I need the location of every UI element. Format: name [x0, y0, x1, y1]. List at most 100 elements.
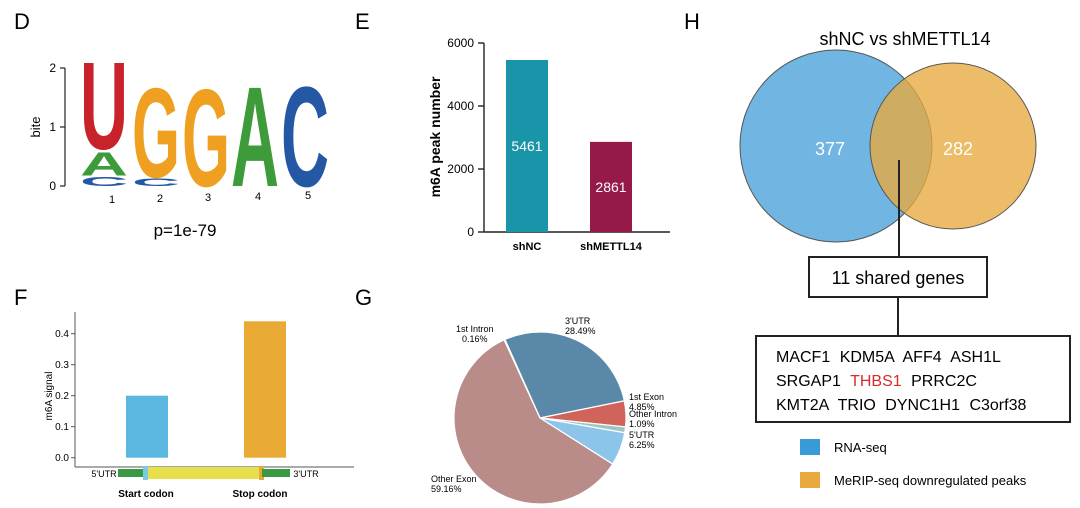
logo-letter-c: C [80, 174, 128, 189]
gene-name: KDM5A [840, 349, 895, 366]
panel-d-letter: D [14, 9, 30, 34]
pie-label-pct: 28.49% [565, 326, 596, 336]
gene-name-highlighted: THBS1 [850, 373, 902, 390]
gene-name: C3orf38 [969, 397, 1026, 414]
legend-swatch-merip-seq [800, 472, 820, 488]
e-y-axis-label: m6A peak number [427, 76, 443, 197]
logo-x-tick-label: 3 [205, 192, 211, 204]
logo-letter-a: A [80, 147, 128, 183]
venn-left-count: 377 [815, 139, 845, 159]
e-y-tick-label: 0 [467, 225, 474, 239]
f-y-tick-label: 0.2 [55, 391, 69, 402]
gene-name: AFF4 [903, 349, 942, 366]
e-y-ticks: 0 2000 4000 6000 [447, 36, 484, 239]
logo-letter-u: U [80, 38, 128, 176]
pie-slice-other-exon [453, 339, 614, 505]
pie-chart [453, 331, 627, 505]
gene-5utr-segment [118, 469, 146, 477]
logo-y-tick-label: 1 [49, 120, 56, 134]
pie-label-other-exon: Other Exon 59.16% [431, 474, 477, 494]
gene-list-box [755, 335, 1071, 423]
e-y-tick-label: 6000 [447, 36, 474, 50]
gene-name: TRIO [838, 397, 876, 414]
logo-letter-g: G [182, 61, 230, 216]
gene-name: PRRC2C [911, 373, 977, 390]
stop-codon-marker [259, 466, 264, 480]
gene-list-line-3: KMT2A TRIO DYNC1H1 C3orf38 [776, 397, 1026, 414]
pie-label-name: 3'UTR [565, 316, 591, 326]
panel-g-pie-chart: G 3'UTR 28.49% 1st Intron 0.16% 1st Exon… [355, 285, 677, 505]
logo-x-tick-label: 5 [305, 190, 311, 202]
pie-label-1st-intron: 1st Intron 0.16% [456, 324, 494, 344]
pie-slice-1st-intron [503, 338, 541, 419]
f-y-ticks: 0.0 0.1 0.2 0.3 0.4 [55, 329, 75, 464]
e-bars: 5461 shNC 2861 shMETTL14 [506, 59, 643, 253]
start-codon-label: Start codon [118, 489, 174, 500]
e-y-tick-label: 2000 [447, 162, 474, 176]
venn-merip-seq-circle [869, 62, 1037, 230]
pie-label-name: Other Intron [629, 409, 677, 419]
logo-letter-g: G [132, 62, 180, 205]
f-y-tick-label: 0.3 [55, 360, 69, 371]
pie-label-pct: 0.16% [462, 334, 488, 344]
logo-letter-c: C [281, 57, 329, 217]
e-bar-value-label: 5461 [511, 138, 542, 154]
logo-letter-a: A [231, 57, 279, 217]
gene-list-line-1: MACF1 KDM5A AFF4 ASH1L [776, 349, 1001, 366]
logo-y-tick-label: 2 [49, 61, 56, 75]
legend-label-rna-seq: RNA-seq [834, 440, 887, 455]
shared-genes-box [808, 256, 988, 298]
pie-label-5utr: 5'UTR 6.25% [629, 430, 655, 450]
panel-h-letter: H [684, 9, 700, 34]
three-utr-label: 3'UTR [293, 469, 319, 479]
logo-letter-c: C [132, 176, 180, 188]
gene-list-line-2: SRGAP1 THBS1 PRRC2C [776, 373, 977, 390]
venn-title: shNC vs shMETTL14 [819, 29, 990, 49]
logo-y-tick-label: 0 [49, 179, 56, 193]
pie-label-1st-exon: 1st Exon 4.85% [629, 392, 664, 412]
stop-codon-label: Stop codon [233, 489, 288, 500]
panel-h-venn-diagram: H shNC vs shMETTL14 377 282 11 shared ge… [684, 9, 1071, 488]
gene-name: ASH1L [950, 349, 1001, 366]
logo-x-tick-label: 4 [255, 191, 261, 203]
f-y-axis-label: m6A signal [44, 372, 55, 421]
e-x-tick-label: shMETTL14 [580, 241, 643, 253]
f-y-tick-label: 0.0 [55, 453, 69, 464]
logo-y-axis-label: bite [28, 117, 43, 138]
pie-label-name: 1st Intron [456, 324, 494, 334]
shared-genes-label: 11 shared genes [832, 268, 965, 288]
f-bar-start-codon [126, 395, 168, 458]
pie-label-name: Other Exon [431, 474, 477, 484]
logo-x-tick-label: 2 [157, 193, 163, 205]
gene-name: KMT2A [776, 397, 830, 414]
e-bar-shnc [506, 59, 548, 232]
e-x-tick-label: shNC [513, 241, 542, 253]
panel-f-metagene-plot: F m6A signal 0.0 0.1 0.2 0.3 0.4 5'UTR 3'UTR… [14, 285, 354, 500]
legend-label-merip-seq: MeRIP-seq downregulated peaks [834, 473, 1027, 488]
logo-x-tick-label: 1 [109, 194, 115, 206]
e-bar-value-label: 2861 [595, 179, 626, 195]
pie-label-pct: 6.25% [629, 440, 655, 450]
e-bar-shmettl14 [590, 141, 632, 232]
panel-e-bar-chart: E m6A peak number 0 2000 4000 6000 5461 shNC… [355, 9, 670, 253]
pie-slice-3-utr [504, 331, 625, 419]
panel-f-letter: F [14, 285, 27, 310]
gene-name: SRGAP1 [776, 373, 841, 390]
pie-label-pct: 4.85% [629, 402, 655, 412]
f-bars [126, 321, 286, 458]
f-y-tick-label: 0.1 [55, 422, 69, 433]
pie-label-name: 1st Exon [629, 392, 664, 402]
f-y-tick-label: 0.4 [55, 329, 69, 340]
gene-name: DYNC1H1 [885, 397, 960, 414]
panel-g-letter: G [355, 285, 372, 310]
legend-swatch-rna-seq [800, 439, 820, 455]
pie-label-name: 5'UTR [629, 430, 655, 440]
e-y-tick-label: 4000 [447, 99, 474, 113]
start-codon-marker [143, 466, 148, 480]
panel-e-letter: E [355, 9, 370, 34]
venn-right-count: 282 [943, 139, 973, 159]
pie-label-pct: 59.16% [431, 484, 462, 494]
